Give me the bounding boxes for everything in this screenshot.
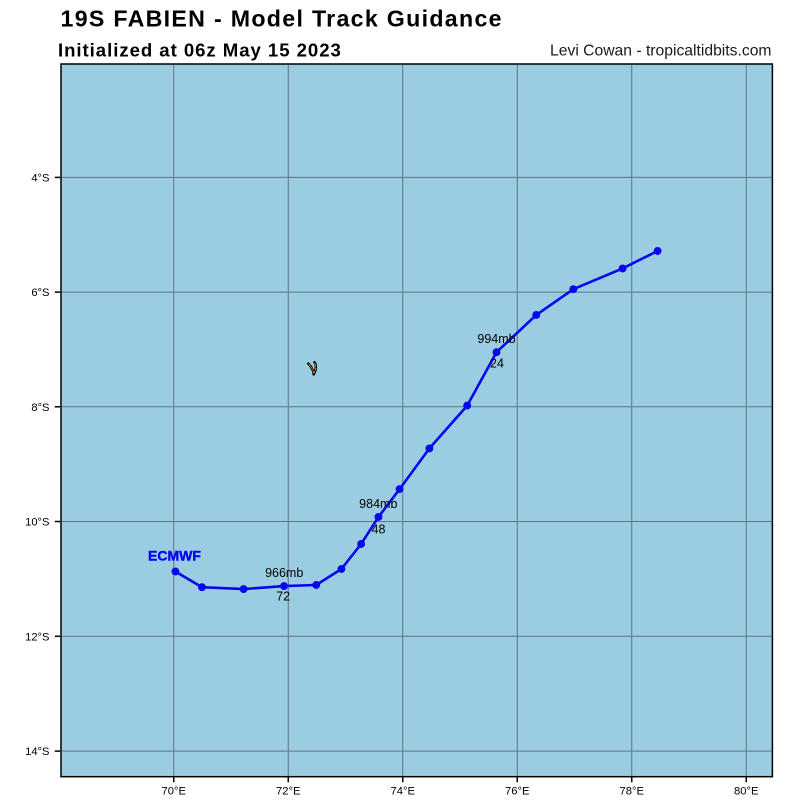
svg-text:966mb: 966mb [265, 566, 303, 580]
svg-text:48: 48 [372, 523, 386, 537]
svg-text:72°E: 72°E [276, 785, 300, 797]
svg-text:ECMWF: ECMWF [148, 548, 201, 564]
svg-text:4°S: 4°S [31, 173, 49, 185]
svg-text:10°S: 10°S [25, 517, 49, 529]
svg-text:Initialized at 06z May 15 2023: Initialized at 06z May 15 2023 [58, 40, 342, 61]
svg-text:74°E: 74°E [391, 785, 415, 797]
svg-text:19S FABIEN - Model Track Guida: 19S FABIEN - Model Track Guidance [61, 6, 503, 32]
svg-text:72: 72 [276, 590, 290, 604]
svg-text:984mb: 984mb [359, 497, 397, 511]
svg-text:78°E: 78°E [620, 785, 644, 797]
svg-text:12°S: 12°S [25, 631, 49, 643]
svg-text:80°E: 80°E [734, 785, 758, 797]
svg-text:Levi Cowan - tropicaltidbits.c: Levi Cowan - tropicaltidbits.com [550, 42, 771, 59]
svg-text:24: 24 [490, 357, 504, 371]
svg-text:76°E: 76°E [505, 785, 529, 797]
svg-text:6°S: 6°S [31, 287, 49, 299]
svg-text:70°E: 70°E [162, 785, 186, 797]
svg-text:8°S: 8°S [31, 402, 49, 414]
svg-text:14°S: 14°S [25, 746, 49, 758]
svg-text:994mb: 994mb [477, 332, 515, 346]
